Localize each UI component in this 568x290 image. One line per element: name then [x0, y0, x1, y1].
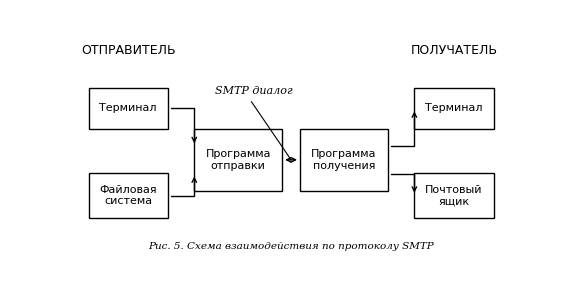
Text: Рис. 5. Схема взаимодействия по протоколу SMTP: Рис. 5. Схема взаимодействия по протокол… — [148, 242, 434, 251]
FancyBboxPatch shape — [415, 173, 494, 218]
Text: ОТПРАВИТЕЛЬ: ОТПРАВИТЕЛЬ — [81, 44, 176, 57]
Text: ПОЛУЧАТЕЛЬ: ПОЛУЧАТЕЛЬ — [411, 44, 498, 57]
FancyBboxPatch shape — [194, 128, 282, 191]
Text: Файловая
система: Файловая система — [99, 185, 157, 206]
Text: SMTP диалог: SMTP диалог — [215, 86, 293, 96]
Text: Терминал: Терминал — [425, 104, 483, 113]
Text: Программа
отправки: Программа отправки — [206, 149, 271, 171]
FancyBboxPatch shape — [415, 88, 494, 128]
Text: Терминал: Терминал — [99, 104, 157, 113]
FancyBboxPatch shape — [89, 88, 168, 128]
FancyBboxPatch shape — [89, 173, 168, 218]
Text: Почтовый
ящик: Почтовый ящик — [425, 185, 483, 206]
Text: Программа
получения: Программа получения — [311, 149, 377, 171]
FancyBboxPatch shape — [300, 128, 388, 191]
